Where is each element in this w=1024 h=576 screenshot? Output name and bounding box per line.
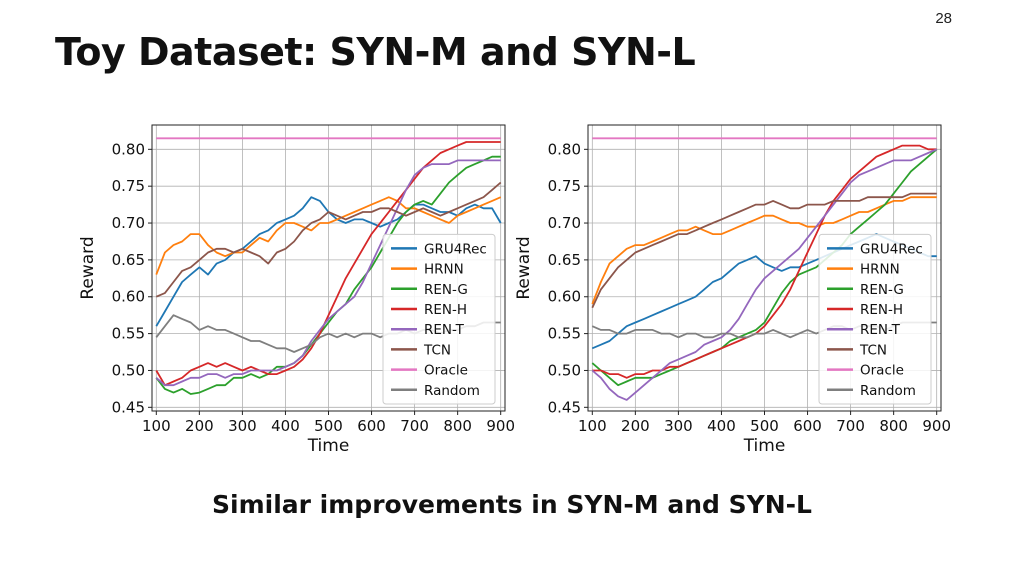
series-line-tcn bbox=[591, 192, 937, 309]
x-tick-label: 700 bbox=[836, 417, 865, 435]
x-tick-label: 700 bbox=[400, 417, 429, 435]
legend-label: REN-H bbox=[424, 302, 467, 318]
x-axis-label: Time bbox=[743, 436, 786, 456]
legend-box bbox=[818, 233, 932, 405]
x-tick-label: 800 bbox=[443, 417, 472, 435]
legend-label: Random bbox=[860, 383, 916, 399]
x-tick-label: 600 bbox=[793, 417, 822, 435]
x-tick-label: 200 bbox=[185, 417, 214, 435]
y-tick-label: 0.60 bbox=[548, 288, 581, 306]
legend-label: REN-T bbox=[424, 322, 465, 338]
y-tick-label: 0.65 bbox=[548, 251, 581, 269]
legend-label: TCN bbox=[423, 342, 451, 358]
y-tick-label: 0.60 bbox=[112, 288, 145, 306]
series-line-ren-g bbox=[155, 155, 501, 395]
series-line-ren-t bbox=[591, 148, 938, 401]
slide-title: Toy Dataset: SYN-M and SYN-L bbox=[55, 30, 696, 74]
y-tick-label: 0.80 bbox=[548, 140, 581, 158]
x-tick-label: 400 bbox=[271, 417, 300, 435]
reward-chart-left: 100 200 300 400 500 600 700 800 900 0.45 0.50 0.55 0… bbox=[78, 124, 515, 456]
reward-chart-right: 100 200 300 400 500 600 700 800 900 0.45 0.50 0.55 0… bbox=[514, 124, 951, 456]
x-tick-label: 200 bbox=[621, 417, 650, 435]
y-tick-label: 0.75 bbox=[548, 177, 581, 195]
legend-label: HRNN bbox=[424, 262, 464, 278]
legend-label: REN-G bbox=[860, 282, 904, 298]
series-line-ren-h bbox=[155, 141, 501, 387]
legend-label: Oracle bbox=[860, 363, 904, 379]
x-tick-label: 600 bbox=[357, 417, 386, 435]
y-tick-label: 0.80 bbox=[112, 140, 145, 158]
y-tick-label: 0.70 bbox=[112, 214, 145, 232]
y-tick-label: 0.50 bbox=[112, 361, 145, 379]
series-line-ren-h bbox=[592, 144, 937, 379]
series-line-ren-t bbox=[155, 159, 501, 387]
series-line-hrnn bbox=[591, 196, 937, 305]
x-axis-label: Time bbox=[307, 436, 350, 456]
x-tick-label: 100 bbox=[578, 417, 607, 435]
series-line-tcn bbox=[155, 181, 502, 298]
legend-label: REN-T bbox=[860, 322, 901, 338]
y-axis-label: Reward bbox=[78, 236, 98, 299]
legend-label: REN-G bbox=[424, 282, 468, 298]
legend-label: GRU4Rec bbox=[424, 241, 487, 257]
x-tick-label: 800 bbox=[879, 417, 908, 435]
x-tick-label: 300 bbox=[664, 417, 693, 435]
y-tick-label: 0.65 bbox=[112, 251, 145, 269]
y-tick-label: 0.45 bbox=[112, 398, 145, 416]
y-tick-label: 0.70 bbox=[548, 214, 581, 232]
x-tick-label: 500 bbox=[750, 417, 779, 435]
x-tick-label: 900 bbox=[486, 417, 515, 435]
slide-subtitle: Similar improvements in SYN-M and SYN-L bbox=[212, 490, 812, 519]
x-tick-label: 900 bbox=[922, 417, 951, 435]
legend-label: TCN bbox=[859, 342, 887, 358]
legend-label: HRNN bbox=[860, 262, 900, 278]
y-tick-label: 0.55 bbox=[112, 325, 145, 343]
y-tick-label: 0.45 bbox=[548, 398, 581, 416]
y-tick-label: 0.55 bbox=[548, 325, 581, 343]
y-tick-label: 0.50 bbox=[548, 361, 581, 379]
x-tick-label: 100 bbox=[142, 417, 171, 435]
page-number: 28 bbox=[935, 10, 952, 27]
x-tick-label: 500 bbox=[314, 417, 343, 435]
legend-label: GRU4Rec bbox=[860, 241, 923, 257]
legend-label: Random bbox=[424, 383, 480, 399]
y-axis-label: Reward bbox=[514, 236, 534, 299]
legend-label: Oracle bbox=[424, 363, 468, 379]
series-line-ren-g bbox=[591, 148, 938, 387]
x-tick-label: 400 bbox=[707, 417, 736, 435]
legend-label: REN-H bbox=[860, 302, 903, 318]
x-tick-label: 300 bbox=[228, 417, 257, 435]
legend-box bbox=[382, 233, 496, 405]
y-tick-label: 0.75 bbox=[112, 177, 145, 195]
